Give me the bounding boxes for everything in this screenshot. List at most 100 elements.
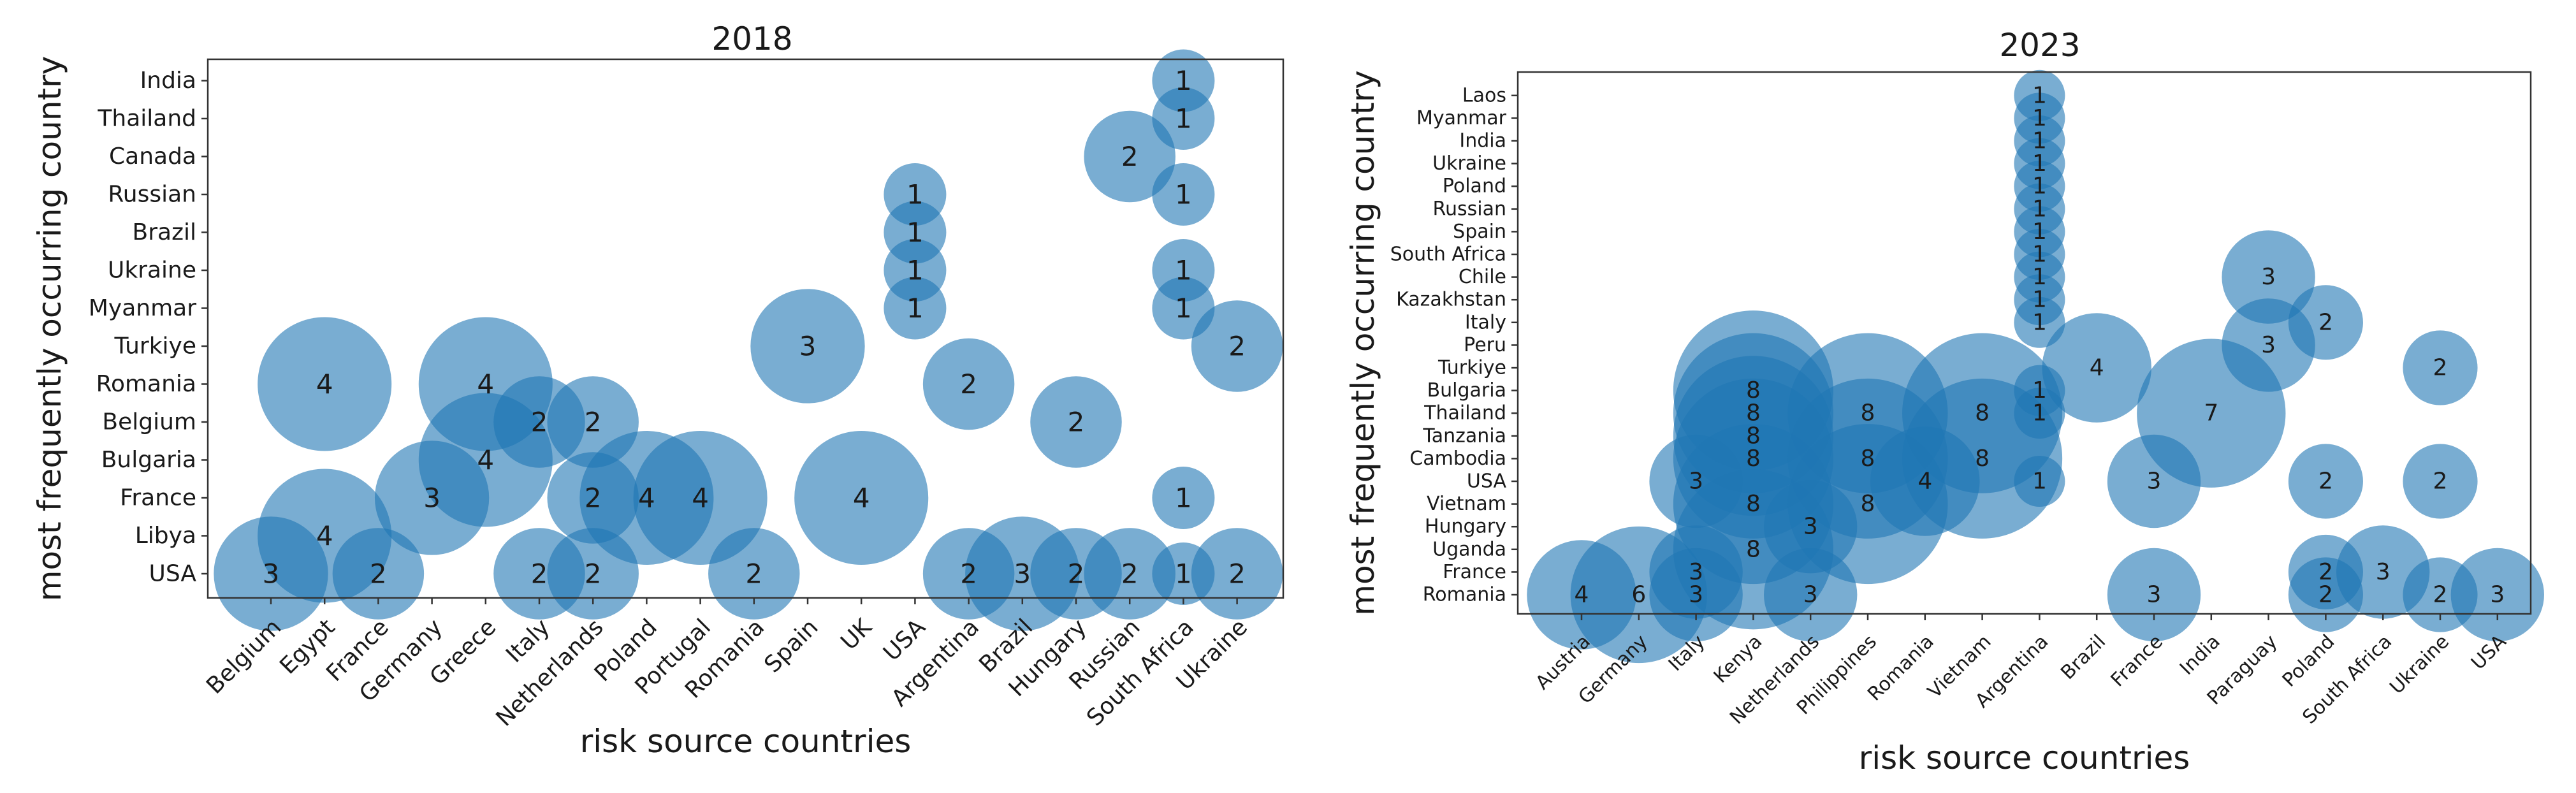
data-label: 2: [2433, 469, 2448, 495]
y-tick-label: Belgium: [102, 409, 196, 435]
x-tick-label: India: [2176, 630, 2225, 680]
y-tick-label: Libya: [135, 523, 196, 549]
data-label: 8: [1746, 423, 1761, 449]
x-tick-label: Brazil: [2056, 630, 2110, 684]
data-label: 2: [2318, 469, 2333, 495]
data-label: 3: [2261, 332, 2276, 358]
y-tick-label: Turkiye: [1437, 357, 1506, 379]
data-label: 1: [1175, 483, 1192, 514]
data-label: 4: [853, 483, 870, 514]
plot-frame: [1517, 71, 2532, 615]
y-tick-label: Chile: [1459, 266, 1506, 288]
bubble-argentina-italy: [2014, 296, 2065, 348]
x-tick-label: France: [2107, 630, 2167, 691]
y-tick-label: France: [1443, 561, 1506, 583]
y-tick-label: South Africa: [1390, 244, 1506, 266]
data-label: 1: [2032, 400, 2047, 426]
data-label: 2: [2433, 582, 2448, 608]
y-tick-label: Thailand: [1423, 402, 1506, 425]
y-tick-label: Kazakhstan: [1396, 289, 1506, 311]
data-label: 1: [1175, 558, 1192, 590]
y-tick-label: India: [1459, 130, 1506, 152]
y-tick-label: Myanmar: [1416, 107, 1507, 129]
chart-title: 2023: [1999, 27, 2080, 64]
data-label: 1: [2032, 128, 2047, 154]
data-label: 3: [1803, 514, 1818, 540]
data-label: 4: [316, 520, 333, 551]
bubble-usa-myanmar: [884, 277, 947, 340]
y-tick-label: Turkiye: [114, 333, 196, 360]
data-label: 3: [2376, 559, 2390, 585]
data-label: 2: [1228, 558, 1246, 590]
data-label: 8: [1746, 400, 1761, 426]
y-tick-label: France: [120, 485, 196, 511]
data-label: 2: [531, 407, 548, 438]
chart-title: 2018: [711, 20, 792, 57]
bubble-paraguay-chile: [2222, 230, 2315, 324]
data-label: 6: [1631, 582, 1646, 608]
y-tick-label: Bulgaria: [101, 447, 196, 473]
data-label: 1: [2032, 105, 2047, 131]
data-label: 4: [477, 444, 494, 476]
data-label: 2: [1121, 558, 1139, 590]
data-label: 2: [1228, 331, 1246, 362]
data-label: 2: [370, 558, 387, 590]
data-label: 3: [1689, 469, 1703, 495]
data-label: 1: [906, 255, 924, 286]
y-tick-label: Spain: [1453, 221, 1506, 243]
y-tick-label: Tanzania: [1422, 425, 1506, 447]
y-tick-label: Uganda: [1432, 538, 1506, 560]
bubble-egypt-romania: [258, 317, 392, 451]
y-tick-label: Russian: [108, 182, 196, 208]
bubble-south-africa-france: [1152, 467, 1215, 529]
y-axis-label: most frequently occurring country: [1344, 70, 1381, 615]
data-label: 3: [423, 483, 440, 514]
data-label: 3: [2147, 582, 2162, 608]
bubble-ukraine-turkiye: [1191, 300, 1283, 392]
data-label: 2: [745, 558, 762, 590]
data-label: 2: [585, 407, 602, 438]
y-tick-label: Brazil: [133, 219, 196, 245]
data-label: 2: [2318, 582, 2333, 608]
data-label: 8: [1746, 491, 1761, 517]
bubble-poland-italy: [2288, 285, 2363, 360]
data-label: 8: [1861, 446, 1875, 472]
bubble-hungary-belgium: [1030, 376, 1122, 468]
data-label: 1: [2032, 242, 2047, 268]
data-label: 8: [1975, 400, 1990, 426]
x-tick-label: Spain: [759, 614, 823, 678]
data-label: 3: [1689, 559, 1703, 585]
data-label: 1: [1175, 103, 1192, 135]
bubble-romania-usa: [708, 528, 800, 620]
data-label: 3: [2490, 582, 2505, 608]
y-tick-label: Laos: [1462, 84, 1506, 106]
data-label: 1: [2032, 377, 2047, 404]
x-tick-label: Belgium: [201, 614, 286, 699]
data-label: 3: [1803, 582, 1818, 608]
data-label: 4: [638, 483, 655, 514]
bubble-argentina-thailand: [2014, 388, 2065, 439]
y-tick-label: USA: [1467, 470, 1507, 493]
x-tick-label: Ukraine: [2385, 630, 2454, 699]
data-label: 1: [2032, 196, 2047, 222]
bubble-argentina-romania: [922, 338, 1015, 430]
data-label: 1: [2032, 82, 2047, 108]
data-label: 4: [1575, 582, 1589, 608]
bubble-south-africa-thailand: [1152, 87, 1215, 150]
data-label: 1: [2032, 264, 2047, 290]
data-label: 3: [2147, 469, 2162, 495]
y-tick-label: Romania: [1423, 584, 1506, 606]
data-label: 4: [1917, 469, 1932, 495]
y-tick-label: Romania: [96, 371, 196, 397]
data-label: 8: [1746, 536, 1761, 562]
bubble-ukraine-usa: [1191, 528, 1283, 620]
y-tick-label: Peru: [1464, 334, 1506, 356]
y-tick-label: Myanmar: [89, 295, 196, 321]
data-label: 1: [906, 293, 924, 324]
y-tick-label: Thailand: [97, 106, 196, 132]
y-tick-label: Ukraine: [108, 258, 196, 284]
data-label: 3: [263, 558, 280, 590]
data-label: 2: [585, 483, 602, 514]
data-label: 2: [2433, 355, 2448, 381]
